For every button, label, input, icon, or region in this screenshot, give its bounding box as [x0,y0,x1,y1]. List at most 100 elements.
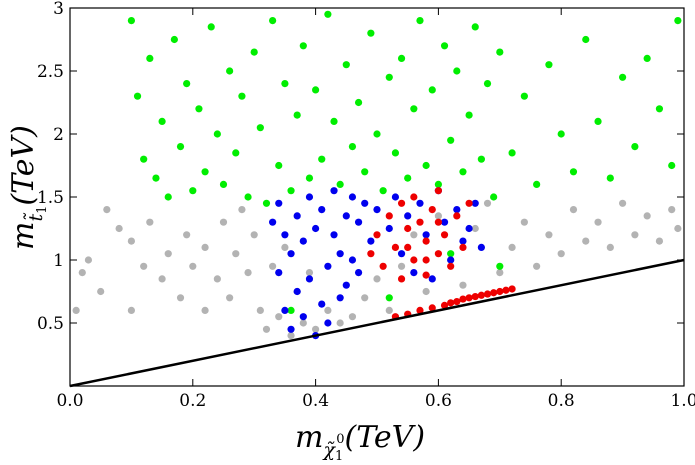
data-point [471,292,479,301]
data-point [447,136,455,144]
data-point [471,224,479,233]
data-point [78,269,86,277]
y-tick-label: 0.5 [37,314,64,334]
data-point [483,290,492,298]
data-point [477,243,485,251]
data-point [342,212,350,220]
data-point [483,80,492,88]
data-point [594,117,602,125]
data-point [287,250,295,258]
data-point [269,218,277,226]
series-1 [127,10,682,314]
data-point [312,325,320,333]
data-point [299,237,307,245]
data-point [281,243,289,251]
data-point [545,61,553,69]
data-point [324,262,332,270]
data-point [471,23,479,31]
data-point [348,193,357,201]
svg-text:mt̃1(TeV): mt̃1(TeV) [6,125,50,250]
series-0 [72,199,682,340]
data-point [606,243,614,251]
data-point [391,193,400,201]
data-point [668,161,676,170]
data-point [459,295,467,303]
x-tick-label: 0.0 [56,391,83,411]
data-point [428,304,436,312]
data-point [269,262,277,270]
data-point [348,143,357,151]
data-point [232,149,240,157]
data-point [281,231,289,239]
data-point [330,117,338,125]
data-point [416,199,424,207]
data-point [397,262,406,270]
data-point [471,199,479,207]
data-point [582,35,590,44]
data-point [508,285,516,293]
data-point [422,287,430,296]
data-point [416,306,424,314]
data-point [348,313,357,321]
data-point [373,275,381,283]
data-point [404,212,412,220]
data-point [619,199,627,207]
data-point [219,180,228,188]
x-tick-label: 0.8 [548,391,575,411]
data-point [226,67,234,75]
data-point [428,206,436,214]
x-axis-title-sub-index: 1 [335,449,343,464]
data-point [250,48,258,56]
data-point [164,193,172,201]
data-point [72,306,80,314]
data-point [342,61,350,69]
data-point [391,149,400,157]
data-point [397,54,406,63]
data-point [287,325,295,333]
y-tick-label: 3 [53,0,64,19]
data-point [336,294,344,302]
data-point [318,206,326,214]
y-tick-label: 1.5 [37,188,64,208]
data-point [496,269,504,277]
data-point [490,193,498,201]
data-point [434,212,442,220]
data-point [348,256,357,264]
data-point [256,124,264,132]
data-point [219,218,228,226]
data-point [140,262,148,270]
data-point [176,143,185,151]
data-point [324,319,332,327]
data-point [318,300,326,308]
data-point [324,306,332,314]
data-point [416,218,424,226]
data-point [410,105,418,113]
data-point [477,155,485,163]
data-point [201,168,209,176]
data-point [354,269,363,277]
data-point [631,143,639,151]
reference-line-layer [69,258,685,388]
data-point [410,256,418,264]
data-point [569,206,578,214]
data-point [440,301,449,309]
data-point [447,262,455,270]
data-point [447,299,455,307]
data-point [397,275,406,283]
data-point [440,42,449,50]
data-point [201,243,209,251]
data-point [520,92,528,100]
data-point [496,287,504,296]
data-point [250,231,258,239]
data-point [545,231,553,239]
data-point [305,269,314,277]
y-tick-label: 2 [53,125,64,145]
data-point [336,319,344,327]
data-point [367,29,375,37]
data-point [213,275,221,283]
data-point [158,275,166,283]
data-point [459,168,467,176]
data-point [385,224,393,233]
x-tick-label: 0.2 [179,391,206,411]
data-point [312,224,320,233]
